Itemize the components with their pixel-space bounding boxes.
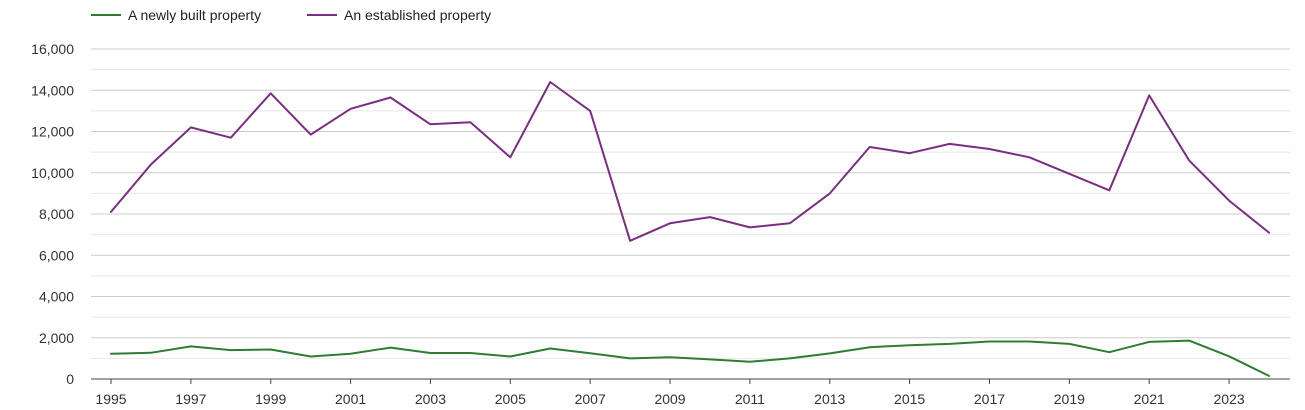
series-line-new-build [110,339,1270,377]
x-tick-label: 2007 [575,391,606,407]
y-tick-label: 6,000 [39,247,74,263]
x-tick-label: 2009 [654,391,685,407]
series-line-established [110,81,1270,242]
gridlines [91,48,1290,359]
x-tick-label: 2013 [814,391,845,407]
y-tick-label: 8,000 [39,206,74,222]
y-tick-label: 14,000 [31,82,74,98]
y-tick-label: 0 [66,371,74,387]
x-tick-label: 2023 [1213,391,1244,407]
x-tick-label: 2015 [894,391,925,407]
x-tick-label: 2003 [415,391,446,407]
y-tick-label: 16,000 [31,41,74,57]
x-tick-label: 1999 [255,391,286,407]
axes: 0 2,000 4,000 6,000 8,000 10,000 12,000 14,000 1… [31,41,1290,407]
x-tick-label: 1997 [175,391,206,407]
x-tick-label: 2001 [335,391,366,407]
legend: A newly built property An established pro… [91,7,491,23]
x-tick-label: 1995 [95,391,126,407]
legend-label: An established property [344,7,491,23]
y-tick-label: 2,000 [39,330,74,346]
y-tick-label: 4,000 [39,289,74,305]
x-tick-label: 2017 [974,391,1005,407]
series-lines [110,81,1270,377]
legend-label: A newly built property [128,7,261,23]
y-tick-label: 10,000 [31,165,74,181]
x-tick-label: 2021 [1134,391,1165,407]
x-tick-label: 2011 [735,391,765,407]
x-tick-label: 2019 [1054,391,1085,407]
y-tick-label: 12,000 [31,124,74,140]
x-tick-label: 2005 [495,391,526,407]
